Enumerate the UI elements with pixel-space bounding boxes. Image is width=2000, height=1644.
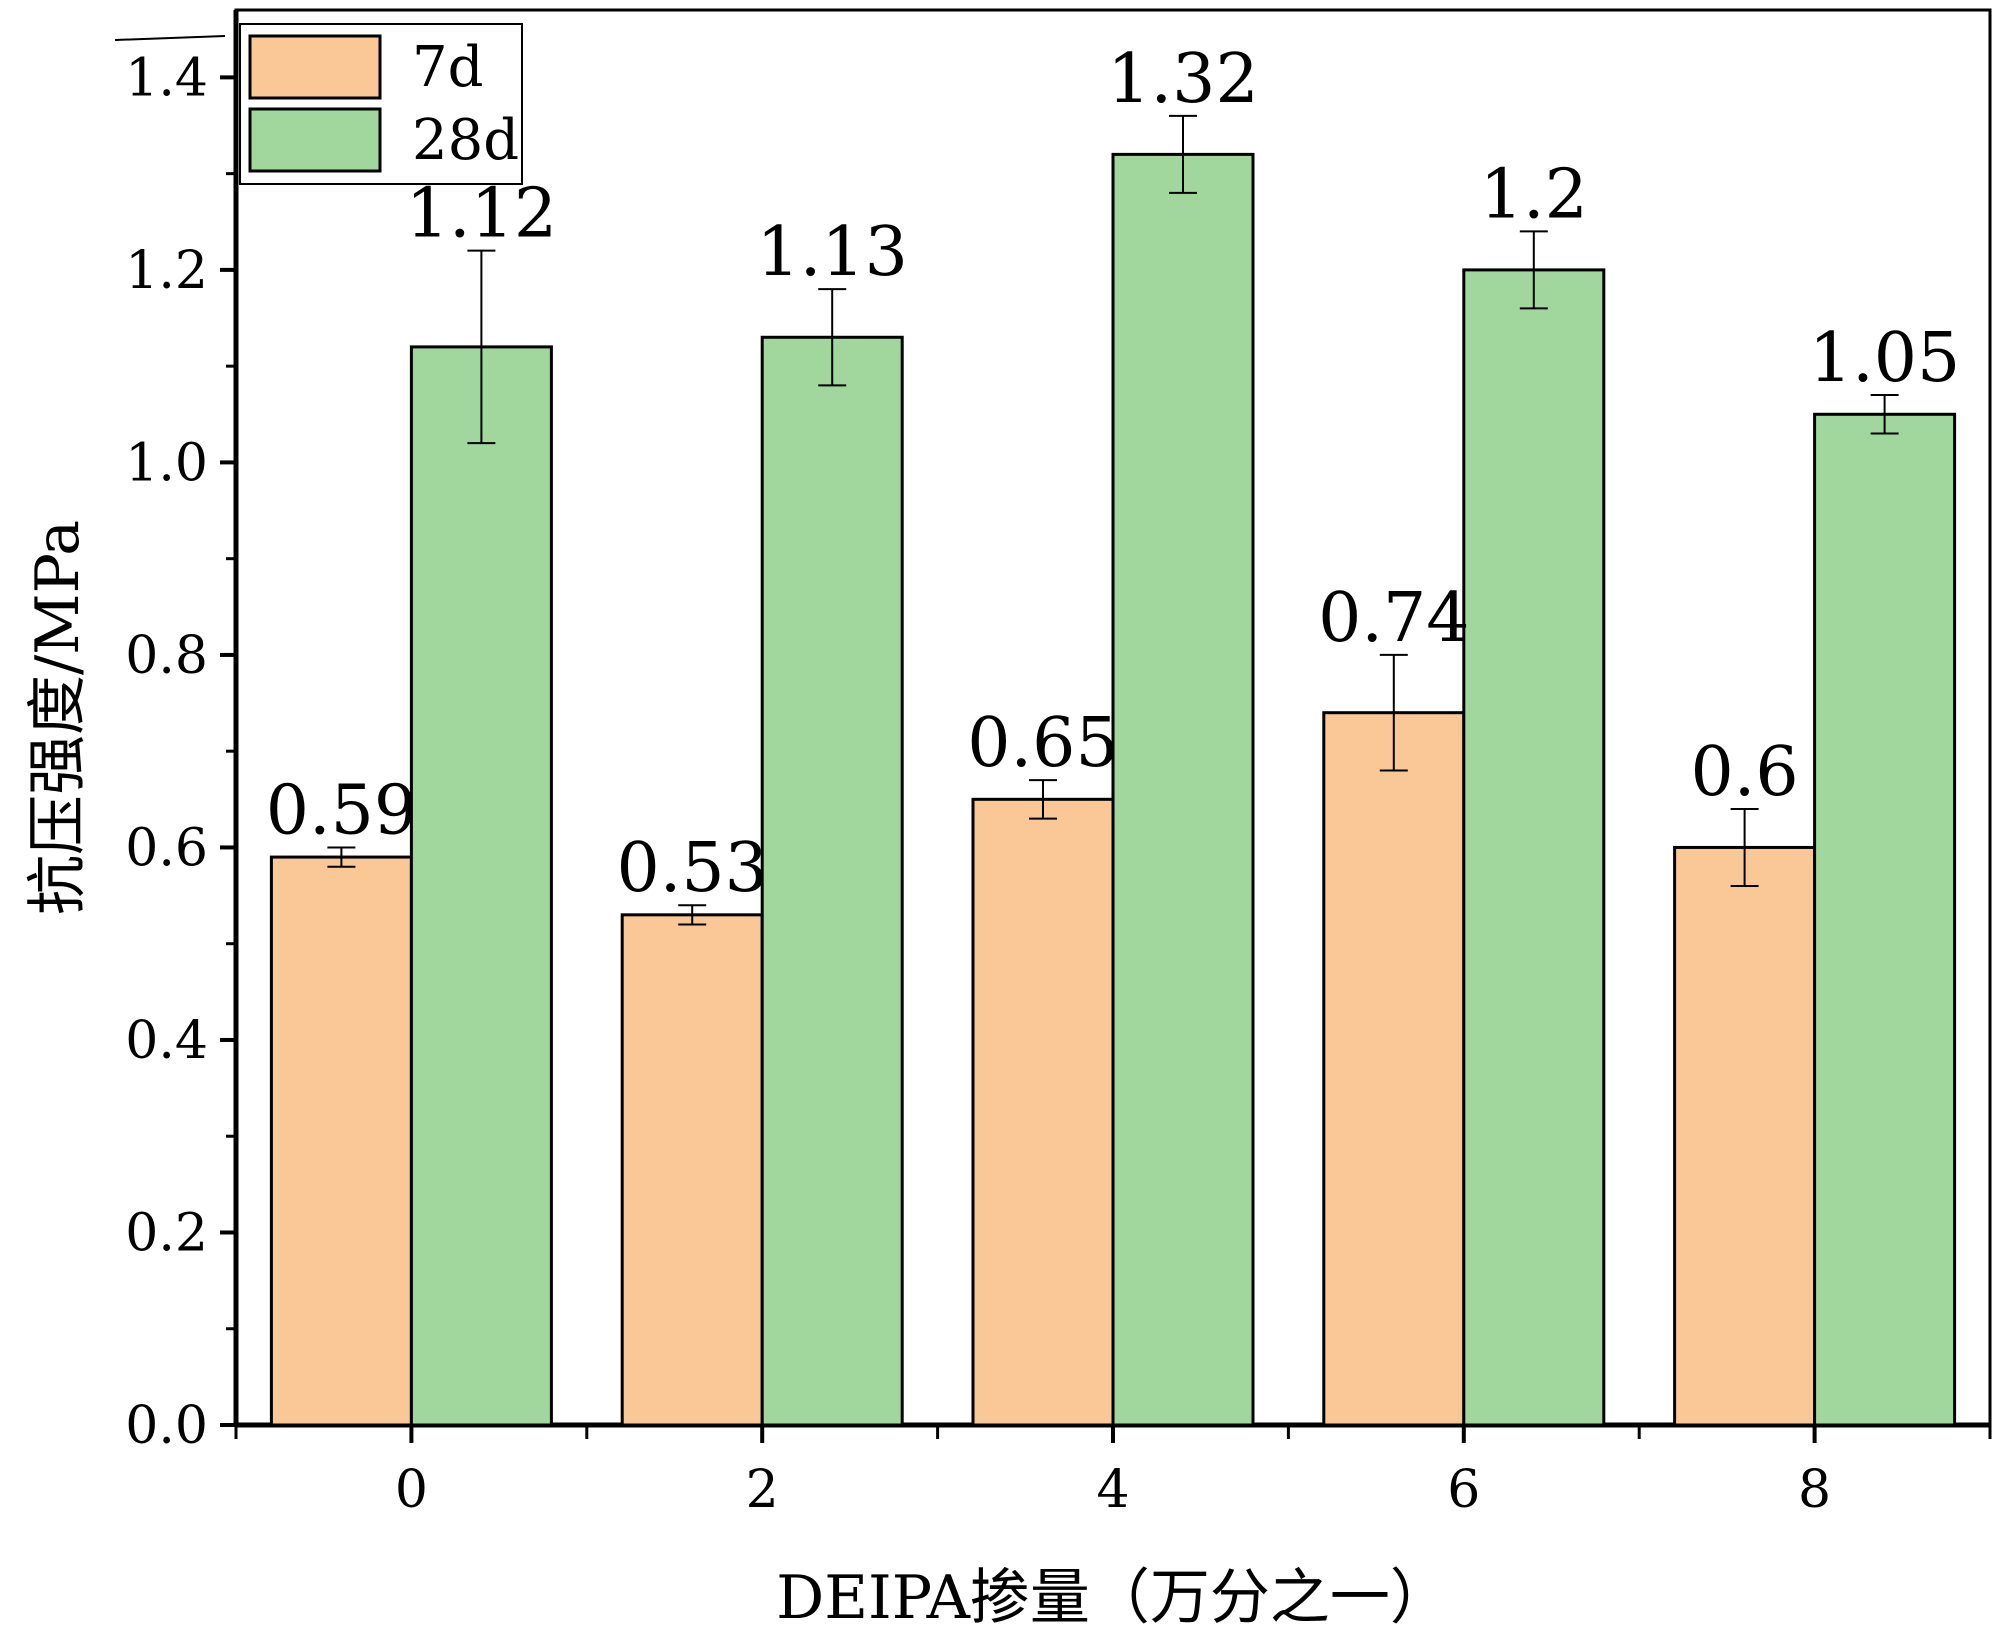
bar-28d-0 (409, 345, 553, 1427)
y-axis: 0.0 0.2 0.4 0.6 0.8 1.0 1.2 1.4 (125, 48, 236, 1456)
y-axis-title: 抗压强度/MPa (23, 520, 93, 915)
x-tick-label: 6 (1447, 1460, 1480, 1520)
data-label: 0.59 (266, 771, 417, 850)
y-tick-label: 0.4 (125, 1011, 208, 1071)
y-tick-label: 1.4 (125, 48, 208, 108)
data-label: 0.53 (616, 829, 767, 908)
error-bars-group (327, 114, 1899, 926)
data-label: 1.13 (756, 213, 907, 292)
y-tick-label: 0.0 (125, 1396, 208, 1456)
x-axis: 0 2 4 6 8 (234, 1425, 1992, 1520)
data-label: 0.74 (1318, 579, 1469, 658)
bar-28d-4 (1111, 152, 1255, 1427)
y-tick-label: 1.2 (125, 241, 208, 301)
x-tick-label: 8 (1798, 1460, 1831, 1520)
y-tick-label: 0.8 (125, 626, 208, 686)
legend-label-28d: 28d (412, 108, 519, 173)
bar-28d-6 (1462, 268, 1606, 1427)
data-label: 1.05 (1809, 319, 1960, 398)
bars-group (269, 152, 1957, 1427)
data-label: 1.2 (1480, 155, 1588, 234)
bar-7d-8 (1673, 845, 1817, 1427)
bar-7d-4 (971, 797, 1115, 1427)
legend-label-7d: 7d (412, 35, 483, 100)
x-tick-label: 2 (746, 1460, 779, 1520)
y-tick-label: 0.2 (125, 1203, 208, 1263)
stray-line (114, 35, 226, 41)
bar-7d-6 (1322, 711, 1466, 1427)
bar-28d-8 (1813, 412, 1957, 1427)
data-label: 1.32 (1107, 40, 1258, 119)
legend-swatch-28d (248, 107, 382, 173)
x-tick-label: 0 (395, 1460, 428, 1520)
data-label: 1.12 (406, 175, 557, 254)
legend-swatch-7d (248, 34, 382, 100)
x-axis-title: DEIPA掺量（万分之一） (776, 1563, 1450, 1633)
bar-7d-0 (269, 855, 413, 1427)
data-labels-group: 0.59 1.12 0.53 1.13 0.65 1.32 0.74 1.2 0.6 1.05 (266, 40, 1961, 908)
data-label: 0.65 (967, 704, 1118, 783)
bar-28d-2 (760, 335, 904, 1427)
y-tick-label: 0.6 (125, 818, 208, 878)
x-tick-label: 4 (1096, 1460, 1129, 1520)
bar-7d-2 (620, 913, 764, 1427)
y-tick-label: 1.0 (125, 433, 208, 493)
data-label: 0.6 (1691, 733, 1799, 812)
